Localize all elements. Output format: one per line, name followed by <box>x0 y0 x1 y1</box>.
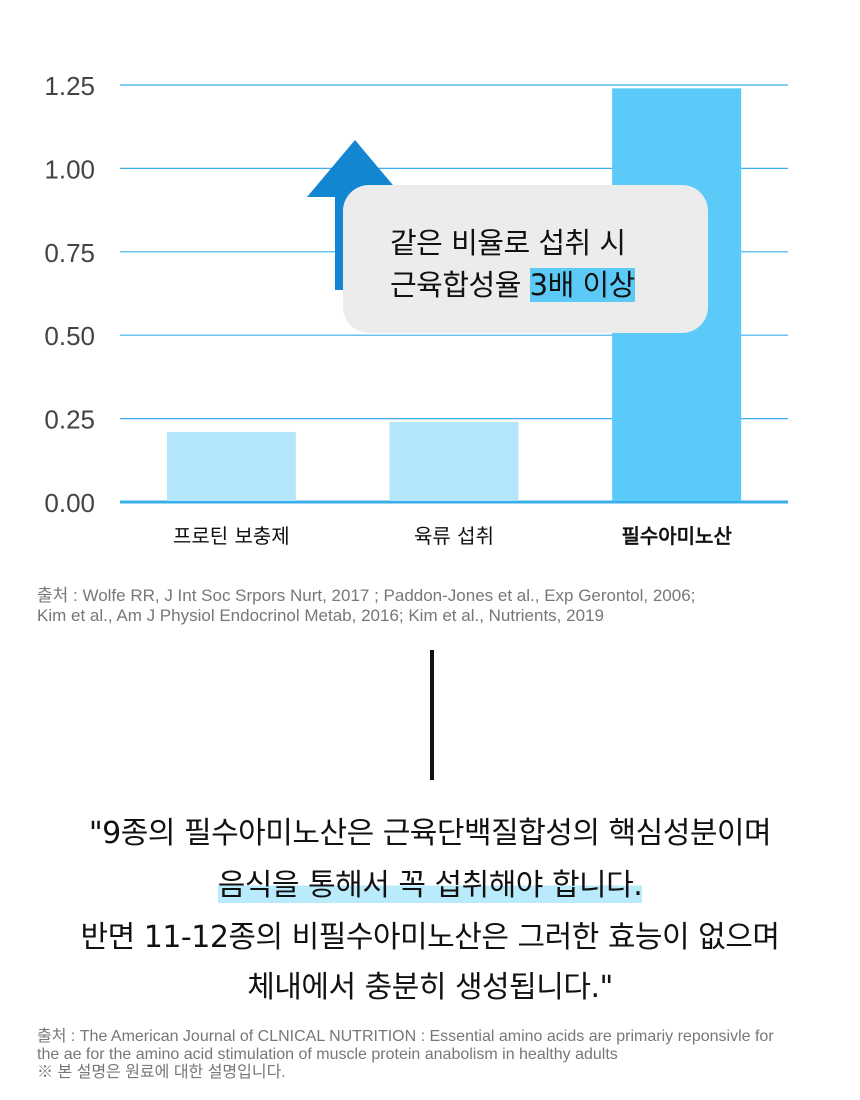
quote-line-2: 음식을 통해서 꼭 섭취해야 합니다. <box>0 860 860 904</box>
y-tick-label: 0.75 <box>44 238 95 268</box>
source-line: 출처 : The American Journal of CLNICAL NUT… <box>37 1028 774 1045</box>
callout-prefix: 근육합성율 <box>390 268 530 302</box>
source-note: ※ 본 설명은 원료에 대한 설명입니다. <box>37 1064 286 1081</box>
y-tick-label: 0.25 <box>44 405 95 435</box>
bar <box>166 431 296 501</box>
quote-source: 출처 : The American Journal of CLNICAL NUT… <box>37 1028 774 1082</box>
callout-line-1: 같은 비율로 섭취 시 <box>390 226 626 260</box>
callout-line-2: 근육합성율 3배 이상 <box>390 264 635 306</box>
y-tick-label: 1.25 <box>44 71 95 101</box>
source-line: the ae for the amino acid stimulation of… <box>37 1046 618 1063</box>
chart-source: 출처 : Wolfe RR, J Int Soc Srpors Nurt, 20… <box>37 586 695 626</box>
quote-line-4: 체내에서 충분히 생성됩니다." <box>247 970 613 1005</box>
quote-line-1: "9종의 필수아미노산은 근육단백질합성의 핵심성분이며 <box>88 816 772 851</box>
quote-highlight: 음식을 통해서 꼭 섭취해야 합니다. <box>217 868 643 903</box>
source-line: 출처 : Wolfe RR, J Int Soc Srpors Nurt, 20… <box>37 586 696 605</box>
quote-line-3: 반면 11-12종의 비필수아미노산은 그러한 효능이 없으며 <box>80 920 780 955</box>
y-tick-label: 0.50 <box>44 321 95 351</box>
callout-text: 같은 비율로 섭취 시 근육합성율 3배 이상 <box>390 222 635 306</box>
callout-highlight: 3배 이상 <box>529 268 635 302</box>
source-line: Kim et al., Am J Physiol Endocrinol Meta… <box>37 606 604 625</box>
x-tick-label: 프로틴 보충제 <box>173 524 290 548</box>
y-tick-label: 0.00 <box>44 488 95 518</box>
x-tick-label: 필수아미노산 <box>621 524 732 548</box>
x-tick-label: 육류 섭취 <box>414 524 494 548</box>
y-tick-label: 1.00 <box>44 154 95 184</box>
bar <box>389 421 519 501</box>
callout-box <box>343 185 708 333</box>
divider-line <box>430 650 434 780</box>
